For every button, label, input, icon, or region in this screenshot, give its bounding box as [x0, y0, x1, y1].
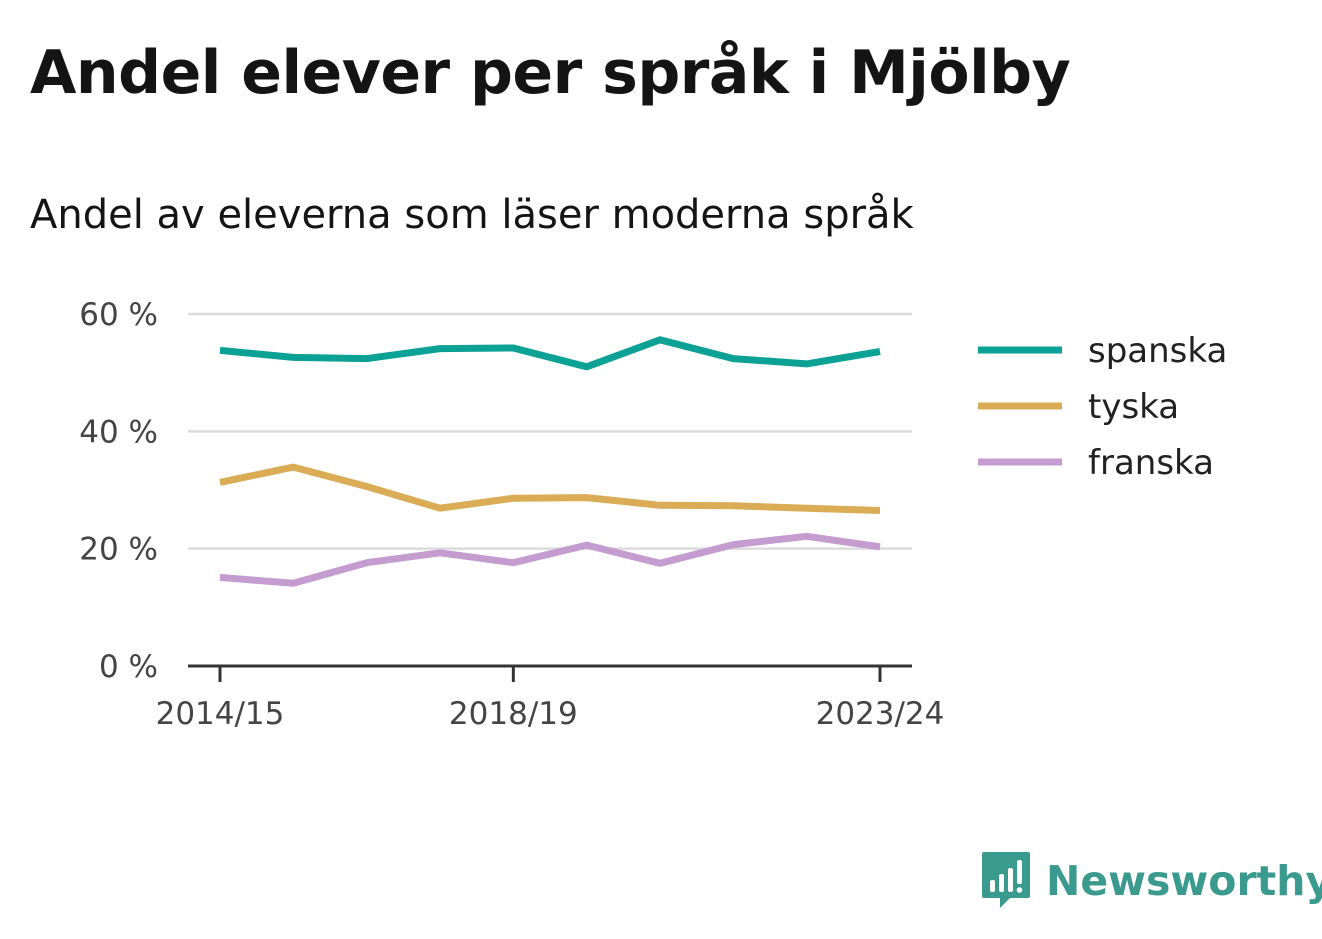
series-line-tyska [219, 463, 881, 514]
y-tick-label: 0 % [99, 649, 158, 685]
series-line-spanska [219, 336, 881, 371]
series-lines [219, 336, 881, 587]
legend-label-spanska: spanska [1088, 331, 1227, 371]
y-tick-label: 60 % [79, 297, 158, 333]
gridlines [188, 312, 912, 550]
legend: spanska tyska franska [978, 331, 1227, 483]
x-tick-label: 2014/15 [156, 696, 285, 732]
x-tick-label: 2018/19 [449, 696, 578, 732]
y-axis-ticks: 0 % 20 % 40 % 60 % [79, 297, 158, 685]
legend-label-tyska: tyska [1088, 387, 1179, 427]
x-tick-label: 2023/24 [816, 696, 945, 732]
y-tick-label: 40 % [79, 414, 158, 450]
newsworthy-icon [982, 852, 1030, 908]
x-axis: 2014/15 2018/19 2023/24 [156, 664, 945, 732]
chart-title: Andel elever per språk i Mjölby [30, 38, 1071, 108]
series-line-franska [219, 532, 881, 587]
newsworthy-logo: Newsworthy [980, 850, 1322, 912]
chart-subtitle: Andel av eleverna som läser moderna språ… [30, 192, 914, 238]
legend-label-franska: franska [1088, 443, 1214, 483]
y-tick-label: 20 % [79, 532, 158, 568]
newsworthy-wordmark: Newsworthy [1046, 857, 1322, 905]
